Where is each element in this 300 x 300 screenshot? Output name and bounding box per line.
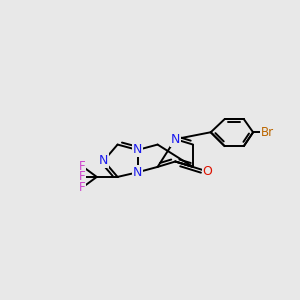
Text: N: N [133, 143, 142, 157]
Text: F: F [79, 160, 86, 172]
Text: N: N [171, 133, 180, 146]
Text: F: F [79, 181, 86, 194]
Text: N: N [99, 154, 108, 167]
Text: F: F [79, 170, 86, 183]
Text: Br: Br [260, 126, 274, 139]
Text: O: O [203, 165, 213, 178]
Text: N: N [133, 166, 142, 179]
